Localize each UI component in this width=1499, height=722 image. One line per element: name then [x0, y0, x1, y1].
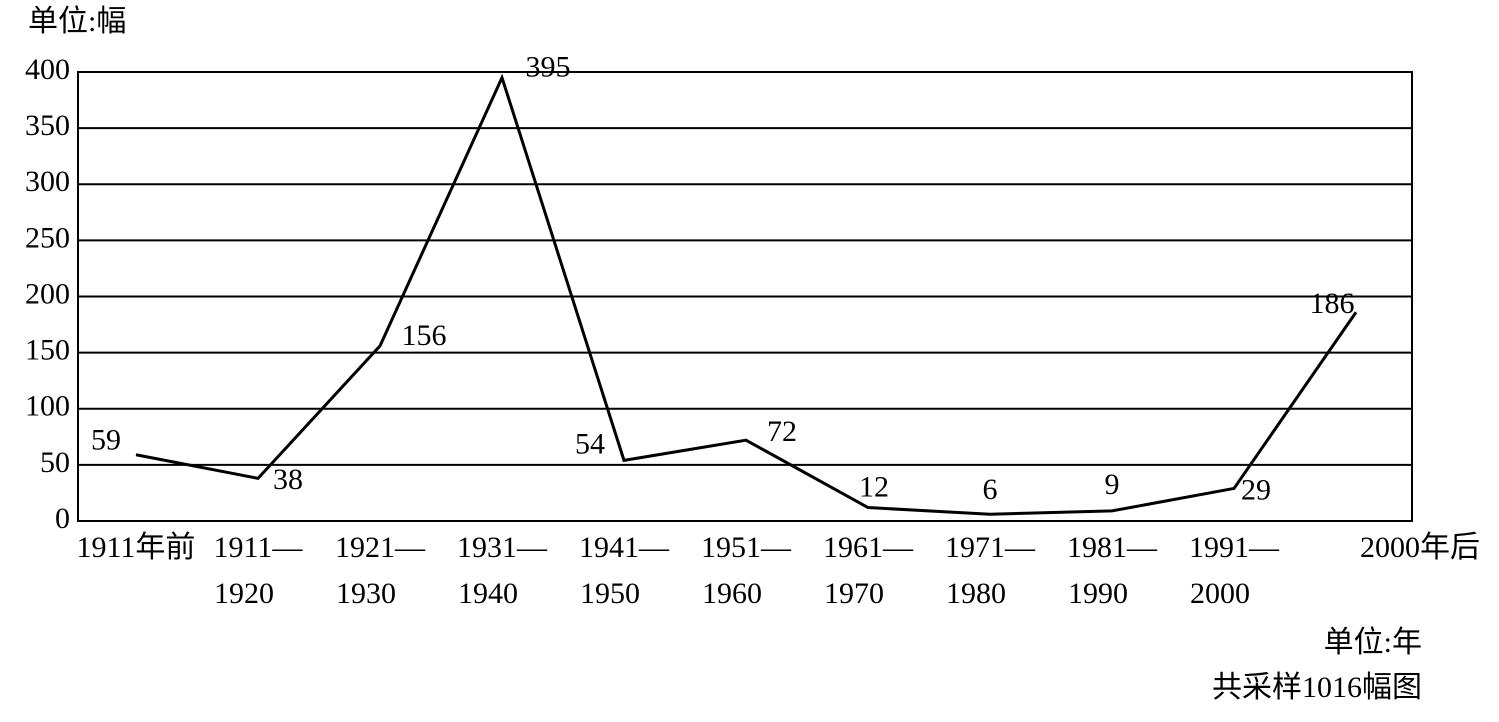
data-label: 54: [575, 427, 605, 460]
y-tick-label: 200: [25, 277, 70, 310]
data-label: 38: [273, 463, 303, 496]
y-tick-label: 150: [25, 334, 70, 367]
y-tick-label: 300: [25, 165, 70, 198]
x-tick-label: 1971— 1980: [945, 531, 1036, 610]
y-tick-label: 400: [25, 53, 70, 86]
line-series: [135, 73, 1358, 516]
x-axis-label: 单位:年: [1324, 626, 1422, 659]
data-label: 12: [859, 470, 889, 503]
x-tick-label: 1991— 2000: [1189, 531, 1280, 610]
x-tick-label: 1911— 1920: [214, 531, 304, 610]
data-label: 156: [402, 319, 447, 352]
data-label: 395: [526, 51, 571, 84]
data-label: 6: [983, 473, 998, 506]
y-tick-label: 100: [25, 390, 70, 423]
x-tick-label: 1981— 1990: [1067, 531, 1158, 610]
x-tick-label: 1951— 1960: [701, 531, 792, 610]
y-tick-label: 350: [25, 109, 70, 142]
y-tick-label: 250: [25, 221, 70, 254]
data-label: 72: [767, 415, 797, 448]
x-tick-label: 1961— 1970: [823, 531, 914, 610]
data-label: 29: [1241, 473, 1271, 506]
plot-border: [77, 71, 1413, 522]
x-tick-label: 1941— 1950: [579, 531, 670, 610]
note: 共采样1016幅图: [1212, 671, 1422, 704]
x-tick-label: 2000年后: [1360, 531, 1480, 564]
data-label: 9: [1105, 468, 1120, 501]
x-tick-label: 1911年前: [77, 531, 196, 564]
data-label: 186: [1310, 287, 1355, 320]
y-tick-label: 0: [55, 502, 70, 535]
x-tick-label: 1931— 1940: [457, 531, 548, 610]
x-tick-label: 1921— 1930: [335, 531, 426, 610]
data-label: 59: [91, 424, 121, 457]
y-axis-label: 单位:幅: [28, 5, 126, 38]
y-tick-label: 50: [40, 446, 70, 479]
